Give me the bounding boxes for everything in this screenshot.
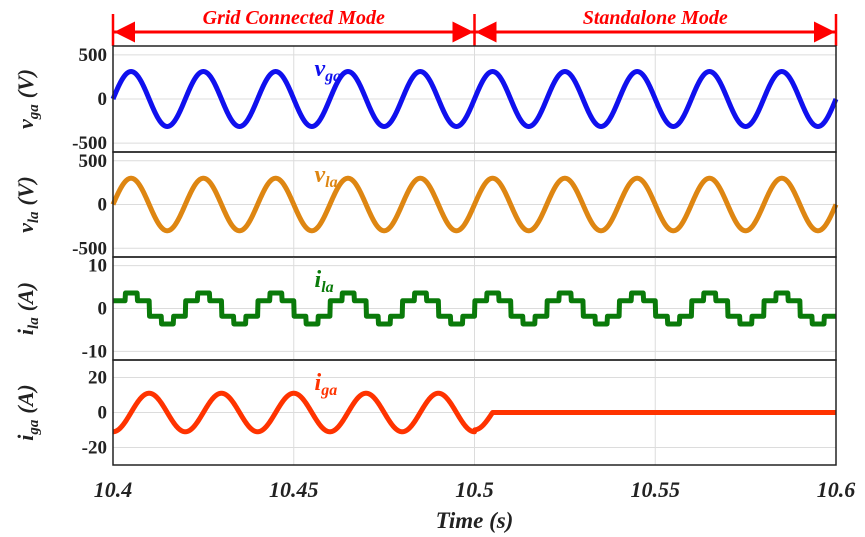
x-axis-label: Time (s) (436, 508, 514, 533)
mode-label-1: Standalone Mode (583, 7, 728, 29)
x-tick-label-4: 10.6 (817, 477, 856, 502)
y-label-main: v (13, 223, 38, 233)
series-tag-sub: ga (324, 68, 341, 85)
x-tick-label-3: 10.55 (631, 477, 681, 502)
series-tag-main: i (315, 370, 322, 396)
y-axis-label: vla (V) (13, 176, 42, 233)
y-tick-label-0: 10 (88, 256, 107, 277)
series-tag: vla (315, 162, 338, 191)
series-tag-main: v (315, 56, 326, 82)
y-label-sub: ga (26, 104, 42, 121)
y-label-unit: (A) (13, 384, 38, 413)
series-tag-sub: la (321, 279, 333, 296)
series-tag-main: i (315, 267, 322, 293)
series-line-vga (110, 69, 839, 129)
y-axis-label: vga (V) (13, 69, 42, 129)
y-axis-label: iga (A) (13, 384, 42, 440)
y-label-unit: (V) (13, 176, 38, 205)
series-tag-sub: ga (320, 382, 337, 399)
series-tag: vga (315, 56, 342, 85)
series-tag: iga (315, 370, 338, 399)
y-label-sub: la (26, 211, 42, 223)
x-axis: 10.4 10.45 10.5 10.55 10.6 Time (s) (94, 477, 856, 533)
y-label-main: i (13, 328, 38, 335)
x-tick-label-1: 10.45 (269, 477, 319, 502)
y-label-sub: ga (26, 419, 42, 436)
y-axis-label: ila (A) (13, 282, 42, 335)
y-tick-label-1: 0 (98, 195, 108, 216)
mode-annotations: Grid Connected Mode Standalone Mode (111, 7, 838, 46)
panel-frame (112, 359, 837, 466)
y-tick-label-1: 0 (98, 299, 108, 320)
series-line-iga (110, 390, 839, 435)
y-tick-label-1: 0 (98, 403, 108, 424)
x-tick-label-2: 10.5 (455, 477, 494, 502)
y-label-main: v (13, 119, 38, 129)
series-line-ila (110, 290, 839, 327)
y-tick-label-0: 500 (79, 45, 108, 66)
y-label-unit: (A) (13, 282, 38, 311)
y-tick-label-1: 0 (98, 89, 108, 110)
y-tick-label-0: 500 (79, 151, 108, 172)
mode-label-0: Grid Connected Mode (203, 7, 385, 29)
y-label-main: i (13, 434, 38, 441)
x-tick-label-0: 10.4 (94, 477, 133, 502)
y-tick-label-0: 20 (88, 368, 107, 389)
y-tick-label-2: -20 (82, 438, 107, 459)
y-tick-label-2: -500 (72, 238, 107, 259)
series-tag: ila (315, 267, 334, 296)
y-label-unit: (V) (13, 69, 38, 98)
series-line-vla (110, 175, 839, 234)
series-tag-sub: la (325, 174, 337, 191)
series-tag-main: v (315, 162, 326, 188)
y-label-sub: la (26, 317, 42, 329)
y-tick-label-2: -10 (82, 341, 107, 362)
y-tick-label-2: -500 (72, 133, 107, 154)
